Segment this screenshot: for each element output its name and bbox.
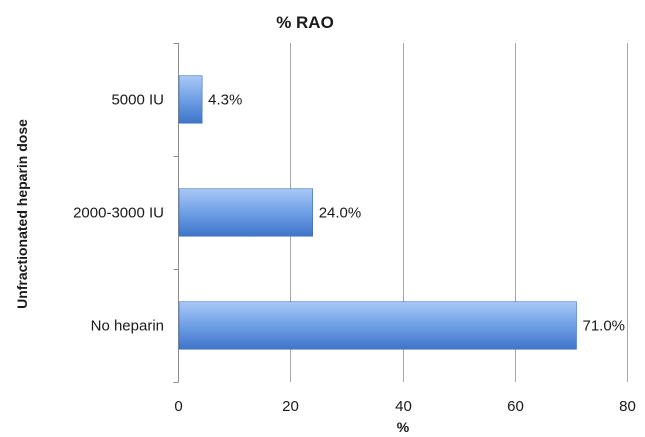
bar-2	[178, 188, 313, 237]
category-label: 5000 IU	[111, 92, 164, 109]
x-axis-title: %	[397, 419, 410, 435]
data-label: 4.3%	[208, 92, 242, 109]
x-tick-label: 80	[619, 398, 636, 415]
category-label: 2000-3000 IU	[73, 205, 164, 222]
y-axis-title: Unfractionated heparin dose	[14, 119, 30, 309]
x-tick-label: 60	[507, 398, 524, 415]
category-label: No heparin	[91, 318, 164, 335]
bars	[178, 75, 577, 350]
x-tick-label: 0	[174, 398, 182, 415]
data-label: 24.0%	[319, 205, 362, 222]
x-tick-label: 40	[395, 398, 412, 415]
x-tick-label: 20	[282, 398, 299, 415]
labels: 0 20 40 60 80 5000 IU 4.3% 2000-3000 IU 24.0% No …	[73, 92, 636, 416]
bar-1	[178, 75, 203, 124]
bar-3	[178, 301, 577, 350]
chart-title: % RAO	[276, 13, 334, 32]
data-label: 71.0%	[582, 318, 625, 335]
